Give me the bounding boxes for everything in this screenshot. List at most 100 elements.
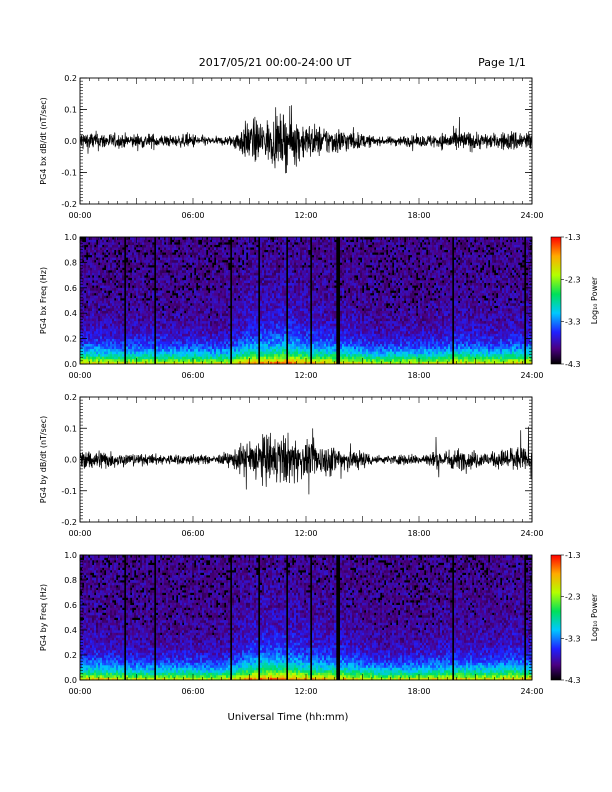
heatmap-cell: [108, 320, 111, 324]
heatmap-cell: [162, 280, 165, 284]
heatmap-cell: [284, 348, 287, 352]
heatmap-cell: [254, 244, 257, 248]
heatmap-cell: [242, 254, 245, 258]
heatmap-cell: [182, 351, 185, 355]
heatmap-cell: [204, 280, 207, 284]
heatmap-cell: [260, 280, 263, 284]
heatmap-cell: [84, 295, 87, 299]
heatmap-cell: [250, 254, 253, 258]
heatmap-cell: [194, 343, 197, 347]
heatmap-cell: [292, 264, 295, 268]
heatmap-cell: [108, 328, 111, 332]
heatmap-cell: [84, 325, 87, 329]
heatmap-cell: [292, 287, 295, 291]
heatmap-cell: [164, 348, 167, 352]
heatmap-cell: [138, 320, 141, 324]
heatmap-cell: [110, 300, 113, 304]
heatmap-cell: [160, 313, 163, 317]
heatmap-cell: [142, 323, 145, 327]
heatmap-cell: [156, 308, 159, 311]
heatmap-cell: [116, 325, 119, 329]
heatmap-cell: [216, 318, 219, 322]
heatmap-cell: [112, 300, 115, 304]
heatmap-cell: [260, 252, 263, 256]
heatmap-cell: [160, 297, 163, 301]
heatmap-cell: [166, 237, 169, 240]
heatmap-cell: [268, 290, 271, 294]
heatmap-cell: [226, 262, 229, 266]
heatmap-cell: [102, 275, 105, 278]
heatmap-cell: [192, 285, 195, 289]
heatmap-cell: [150, 305, 153, 309]
heatmap-cell: [260, 356, 263, 360]
heatmap-cell: [120, 333, 123, 337]
heatmap-cell: [160, 318, 163, 322]
heatmap-cell: [144, 247, 147, 250]
heatmap-cell: [290, 244, 293, 248]
heatmap-cell: [234, 275, 237, 278]
heatmap-cell: [282, 247, 285, 250]
heatmap-cell: [152, 346, 155, 350]
heatmap-cell: [110, 280, 113, 284]
heatmap-cell: [254, 310, 257, 314]
heatmap-cell: [106, 318, 109, 322]
heatmap-cell: [90, 336, 93, 339]
heatmap-cell: [162, 247, 165, 250]
heatmap-cell: [200, 313, 203, 317]
heatmap-cell: [276, 295, 279, 299]
heatmap-cell: [82, 275, 85, 278]
heatmap-cell: [92, 295, 95, 299]
heatmap-cell: [280, 323, 283, 327]
heatmap-cell: [110, 254, 113, 258]
heatmap-cell: [278, 300, 281, 304]
heatmap-cell: [90, 270, 93, 273]
heatmap-cell: [86, 356, 89, 360]
heatmap-cell: [138, 330, 141, 334]
heatmap-cell: [146, 267, 149, 271]
heatmap-cell: [180, 305, 183, 309]
heatmap-cell: [148, 361, 151, 365]
heatmap-cell: [270, 267, 273, 271]
heatmap-cell: [198, 313, 201, 317]
heatmap-cell: [114, 290, 117, 294]
heatmap-cell: [282, 351, 285, 355]
heatmap-cell: [144, 277, 147, 281]
heatmap-cell: [120, 353, 123, 357]
heatmap-cell: [172, 303, 175, 306]
heatmap-cell: [196, 257, 199, 261]
heatmap-cell: [166, 257, 169, 261]
heatmap-cell: [254, 361, 257, 365]
heatmap-cell: [248, 323, 251, 327]
heatmap-cell: [166, 361, 169, 365]
heatmap-cell: [104, 242, 107, 245]
heatmap-cell: [234, 287, 237, 291]
heatmap-cell: [172, 295, 175, 299]
heatmap-cell: [256, 330, 259, 334]
heatmap-cell: [214, 351, 217, 355]
heatmap-cell: [292, 267, 295, 271]
heatmap-cell: [276, 323, 279, 327]
heatmap-cell: [164, 282, 167, 286]
heatmap-cell: [172, 249, 175, 253]
heatmap-cell: [198, 333, 201, 337]
heatmap-cell: [232, 351, 235, 355]
heatmap-cell: [184, 267, 187, 271]
heatmap-cell: [246, 300, 249, 304]
heatmap-cell: [182, 313, 185, 317]
heatmap-cell: [242, 320, 245, 324]
heatmap-cell: [264, 305, 267, 309]
heatmap-cell: [128, 323, 131, 327]
heatmap-cell: [184, 242, 187, 245]
heatmap-cell: [266, 295, 269, 299]
heatmap-cell: [186, 242, 189, 245]
heatmap-cell: [260, 285, 263, 289]
heatmap-cell: [160, 237, 163, 240]
heatmap-cell: [164, 287, 167, 291]
heatmap-cell: [276, 257, 279, 261]
heatmap-cell: [222, 267, 225, 271]
heatmap-cell: [254, 305, 257, 309]
heatmap-cell: [206, 292, 209, 296]
heatmap-cell: [284, 262, 287, 266]
heatmap-cell: [240, 303, 243, 306]
heatmap-cell: [266, 239, 269, 243]
